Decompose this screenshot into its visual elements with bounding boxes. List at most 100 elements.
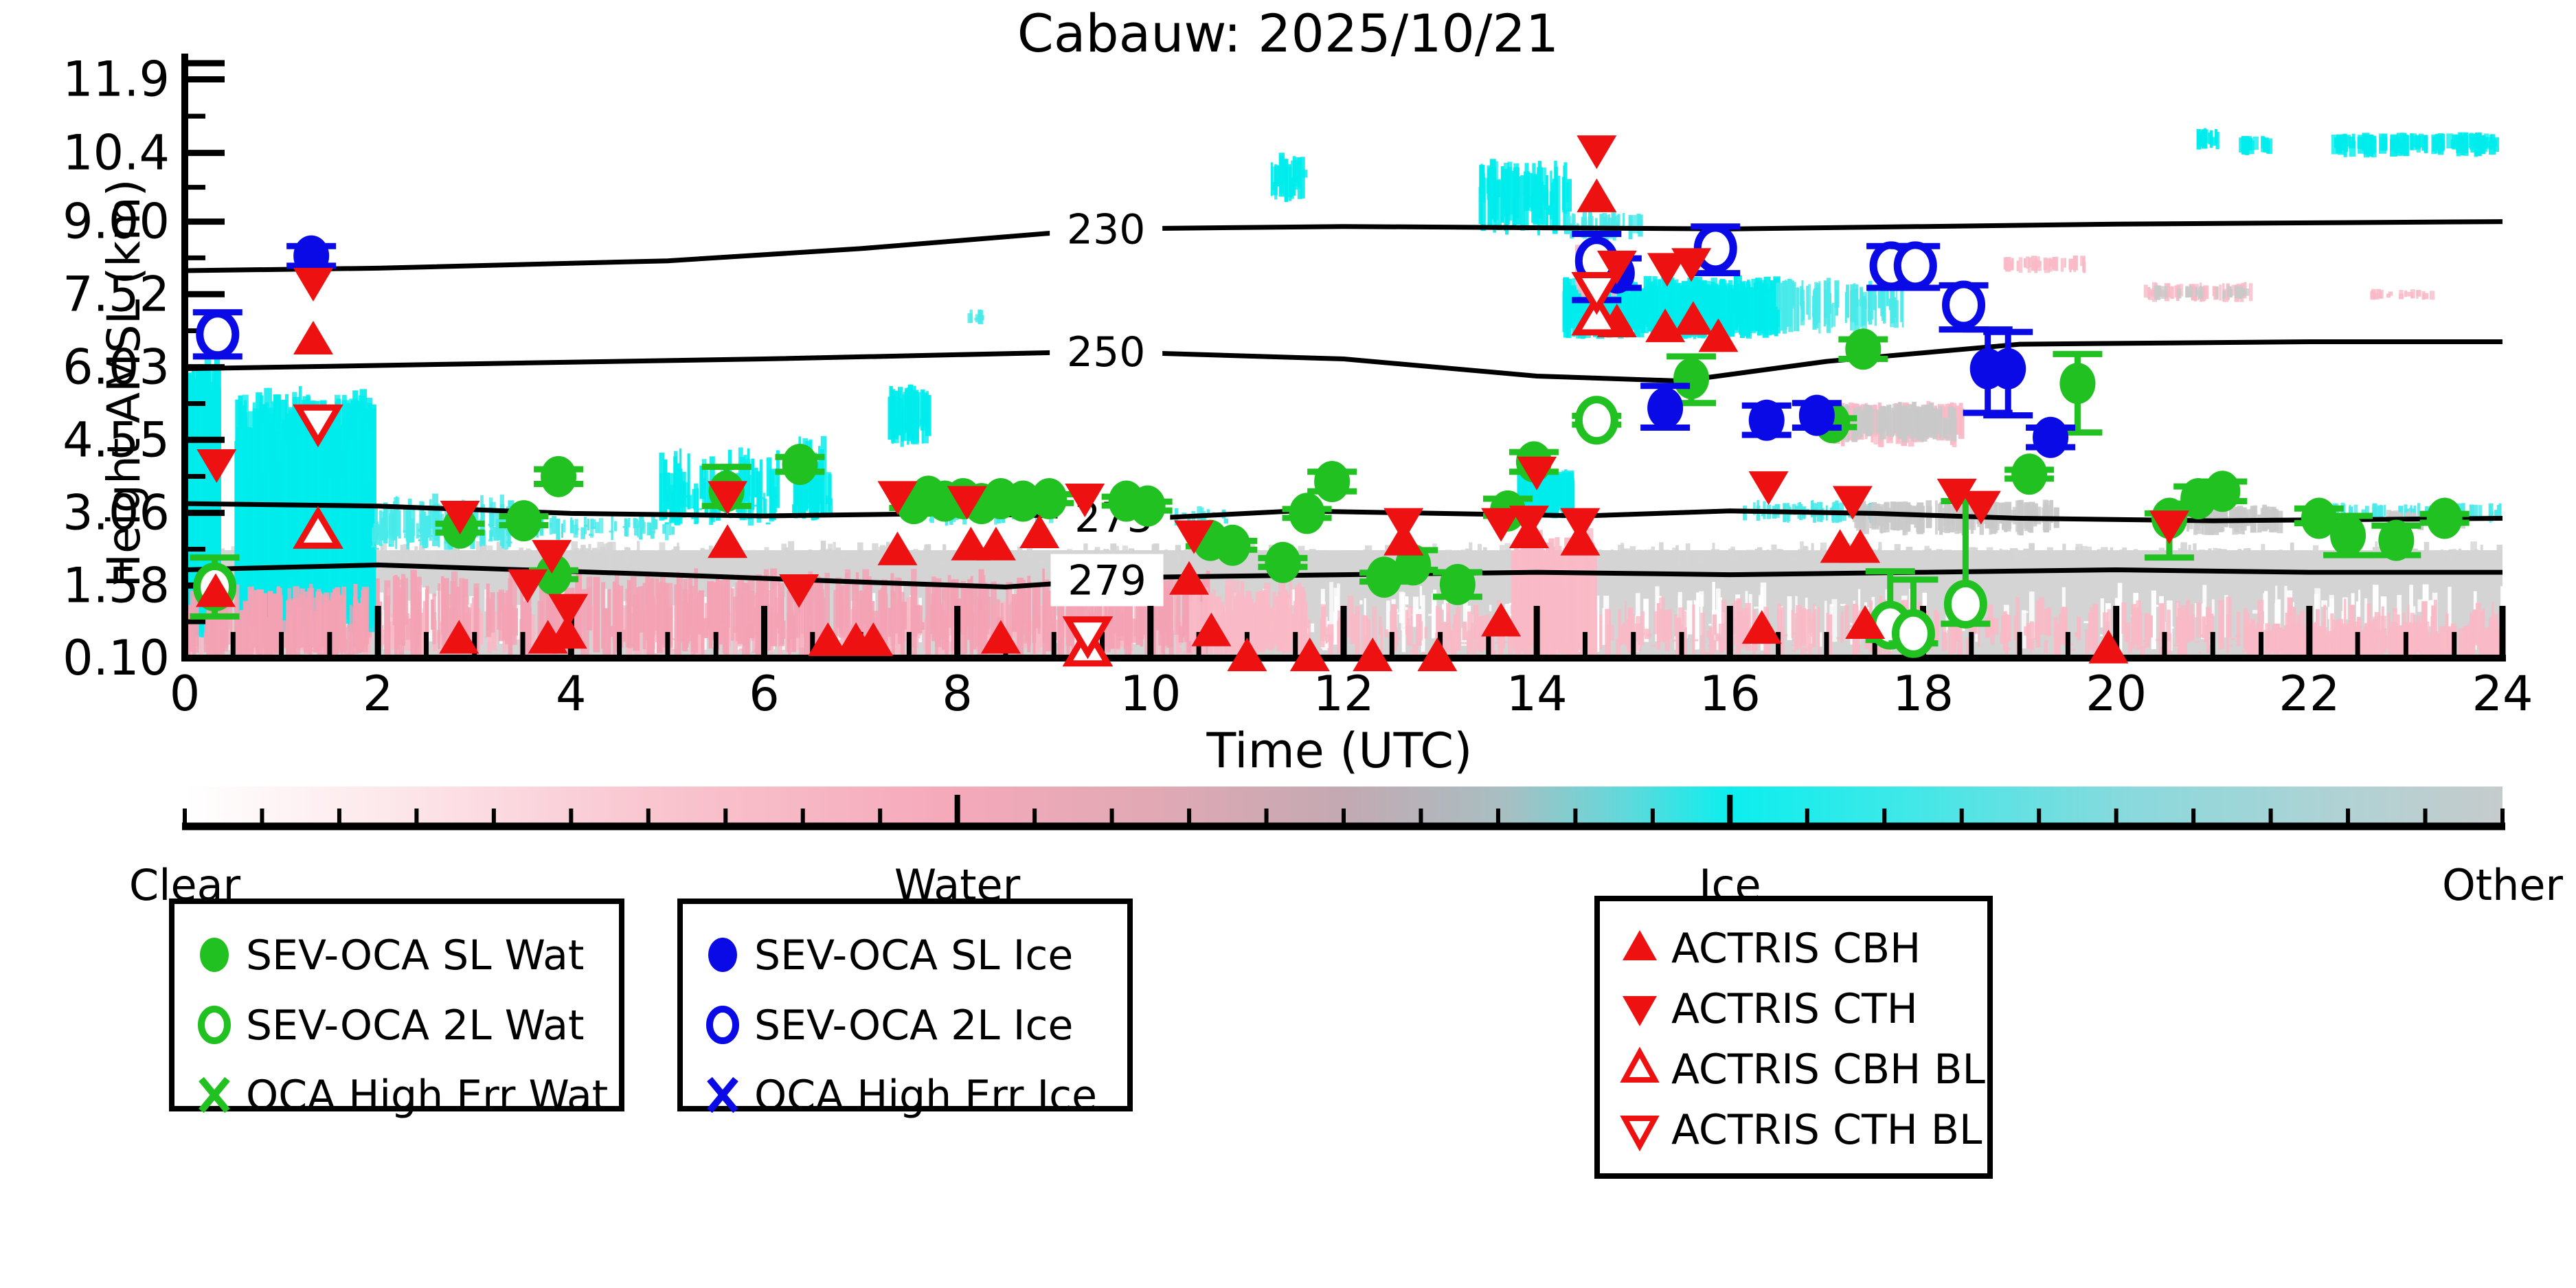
series-cth — [196, 135, 2189, 628]
point-cbh — [293, 320, 333, 354]
point-cbh — [975, 526, 1016, 561]
point-cbh — [951, 526, 991, 561]
legend-ice: SEV-OCA SL Ice SEV-OCA 2L Ice OCA High Err… — [677, 899, 1133, 1120]
legend-ice-frame — [677, 899, 1133, 1111]
contour-line-273 — [185, 501, 2502, 523]
point-cth — [440, 500, 480, 534]
point-cth — [508, 569, 548, 603]
point-cbh — [1840, 529, 1881, 563]
series-cbh — [195, 178, 2129, 672]
colorbar-label-other: Other — [2442, 860, 2564, 910]
x-tick-label: 20 — [2086, 666, 2147, 722]
point-sl_ice — [293, 235, 330, 277]
legend-actris-frame — [1594, 896, 1993, 1179]
SEV-OCA SL Wat-marker — [200, 938, 229, 972]
y-tick-label: 7.52 — [63, 266, 170, 322]
point-cbh — [1191, 612, 1232, 646]
point-cth — [1748, 471, 1789, 506]
point-cth — [548, 594, 589, 628]
point-cth — [1509, 506, 1549, 540]
legend-item-label: ACTRIS CBH — [1671, 925, 1921, 973]
bg-region-ice — [2331, 132, 2500, 158]
point-sl_wat — [1845, 328, 1882, 370]
point-cbh — [1227, 637, 1267, 672]
legend-item-label: SEV-OCA SL Ice — [754, 931, 1073, 980]
y-tick-label: 9.00 — [63, 194, 170, 250]
SEV-OCA 2L Wat-marker — [198, 1006, 231, 1044]
point-cth — [1961, 490, 2001, 525]
legend-item-label: OCA High Err Wat — [246, 1072, 608, 1120]
x-tick-label: 22 — [2279, 666, 2340, 722]
point-twol_ice — [1942, 280, 1986, 330]
point-cth — [1671, 248, 1712, 282]
point-cth — [1481, 508, 1522, 542]
point-cbh — [1417, 637, 1458, 672]
series-sl_ice — [286, 235, 2076, 458]
x-tick-label: 8 — [942, 666, 973, 722]
point-cth — [1174, 520, 1214, 554]
SEV-OCA SL Ice-marker — [708, 938, 737, 972]
point-cth — [877, 481, 918, 515]
point-cbh — [1481, 602, 1522, 637]
legend-actris: ACTRIS CBH ACTRIS CTH ACTRIS CBH BL ACTRIS … — [1594, 896, 1993, 1179]
legend-water-frame — [169, 899, 624, 1111]
point-sl_wat — [1129, 485, 1166, 527]
point-cth — [1560, 508, 1601, 542]
point-sl_wat — [782, 443, 818, 485]
point-sl_wat — [1005, 480, 1041, 522]
point-cth — [1577, 135, 1617, 170]
point-cth — [2149, 510, 2189, 545]
x-tick-label: 2 — [363, 666, 394, 722]
point-sl_wat — [2059, 363, 2096, 405]
point-sl_ice — [1798, 394, 1835, 436]
point-cbh — [1353, 637, 1393, 672]
y-tick-label: 3.06 — [63, 485, 170, 541]
y-tick-label: 0.10 — [63, 630, 170, 686]
point-cth — [196, 449, 237, 483]
x-tick-label: 24 — [2472, 666, 2533, 722]
contour-label-279: 279 — [1067, 556, 1146, 605]
y-tick-label: 4.55 — [63, 411, 170, 468]
bg-region-water — [2003, 255, 2086, 273]
contour-line-250 — [185, 339, 2502, 384]
bg-region-other2 — [1835, 401, 1957, 442]
point-sl_wat — [2011, 453, 2048, 495]
x-axis-label: Time (UTC) — [1206, 723, 1473, 779]
x-tick-label: 16 — [1699, 666, 1761, 722]
point-sl_wat — [1289, 493, 1325, 534]
point-sl_wat — [2301, 497, 2337, 539]
point-cth_bl — [1571, 272, 1623, 315]
point-sl_ice — [1647, 387, 1684, 429]
point-sl_wat — [1265, 541, 1301, 583]
legend-item-label: SEV-OCA 2L Ice — [754, 1002, 1073, 1050]
point-twol_wat — [1891, 609, 1935, 658]
point-cbh — [195, 573, 236, 607]
point-cth — [1065, 483, 1105, 517]
legend-item-label: ACTRIS CTH BL — [1671, 1106, 1982, 1154]
point-cbh — [547, 615, 587, 649]
x-tick-label: 0 — [170, 666, 201, 722]
point-cbh — [1289, 637, 1330, 672]
point-sl_wat — [1673, 358, 1710, 400]
x-tick-label: 12 — [1313, 666, 1374, 722]
point-sl_wat — [2204, 471, 2241, 512]
point-cth — [1936, 478, 1977, 512]
point-cth — [1383, 508, 1424, 542]
bg-region-ice2 — [967, 309, 984, 325]
bg-region-ice — [2196, 128, 2219, 150]
point-sl_wat — [506, 500, 542, 542]
x-tick-label: 6 — [749, 666, 780, 722]
point-sl_wat — [1314, 460, 1351, 502]
point-twol_ice — [196, 310, 240, 359]
legend-item-label: OCA High Err Ice — [754, 1072, 1097, 1120]
legend-item-label: ACTRIS CBH BL — [1671, 1046, 1985, 1094]
y-tick-label: 11.9 — [63, 52, 170, 108]
point-cbh — [1019, 514, 1060, 548]
SEV-OCA 2L Ice-marker — [706, 1006, 739, 1044]
contour-label-box — [1050, 325, 1163, 378]
point-cbh — [877, 531, 918, 565]
x-tick-label: 4 — [556, 666, 587, 722]
